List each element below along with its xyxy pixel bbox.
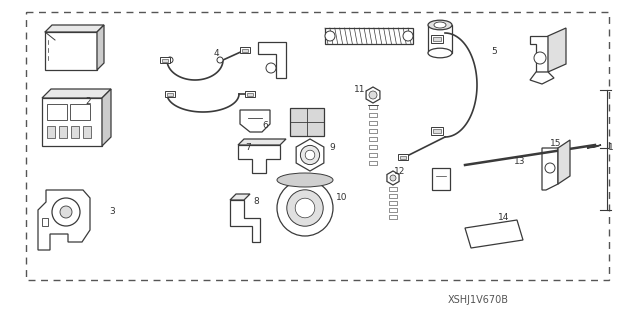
Circle shape [52, 198, 80, 226]
Circle shape [287, 190, 323, 226]
Circle shape [403, 31, 413, 41]
Text: 3: 3 [109, 207, 115, 217]
Bar [433, 37, 441, 41]
Bar [428, 25, 452, 53]
Bar [389, 194, 397, 197]
Polygon shape [97, 25, 104, 70]
Polygon shape [258, 42, 286, 78]
Bar [71, 126, 79, 138]
Circle shape [277, 180, 333, 236]
Bar [389, 208, 397, 211]
Ellipse shape [277, 173, 333, 187]
Polygon shape [530, 72, 554, 84]
Polygon shape [45, 25, 104, 32]
Circle shape [300, 145, 319, 165]
Circle shape [534, 52, 546, 64]
Polygon shape [387, 171, 399, 185]
Bar [325, 28, 413, 44]
Polygon shape [542, 148, 558, 190]
Bar [432, 168, 450, 190]
Bar [398, 154, 408, 160]
Bar [369, 121, 377, 125]
Polygon shape [230, 200, 260, 242]
Bar [431, 35, 443, 43]
Bar [83, 126, 91, 138]
Circle shape [305, 150, 315, 160]
Text: 7: 7 [245, 144, 251, 152]
Bar [431, 127, 443, 135]
Polygon shape [465, 220, 523, 248]
Polygon shape [530, 36, 548, 72]
Text: 2: 2 [85, 98, 91, 107]
Circle shape [369, 91, 377, 99]
Bar [247, 93, 253, 96]
Circle shape [217, 57, 223, 63]
Polygon shape [240, 110, 270, 132]
Bar [369, 161, 377, 165]
Polygon shape [102, 89, 111, 146]
Circle shape [545, 163, 555, 173]
Ellipse shape [428, 48, 452, 58]
Bar [369, 137, 377, 141]
Text: 5: 5 [491, 48, 497, 56]
Bar [400, 156, 406, 159]
Circle shape [266, 63, 276, 73]
Circle shape [295, 198, 315, 218]
Text: 14: 14 [499, 213, 509, 222]
Polygon shape [548, 28, 566, 72]
Bar [162, 59, 168, 62]
Bar [167, 93, 173, 96]
Bar [433, 129, 441, 133]
Bar [70, 104, 90, 120]
Bar [45, 32, 97, 70]
Bar [240, 47, 250, 53]
Circle shape [60, 206, 72, 218]
Bar [165, 91, 175, 97]
Text: 12: 12 [394, 167, 406, 176]
Text: 11: 11 [355, 85, 365, 94]
Bar [369, 153, 377, 157]
Bar [42, 98, 102, 146]
Text: 1: 1 [608, 144, 614, 152]
Bar [160, 57, 170, 63]
Ellipse shape [428, 20, 452, 30]
Polygon shape [238, 145, 280, 173]
Text: 10: 10 [336, 194, 348, 203]
Text: XSHJ1V670B: XSHJ1V670B [447, 295, 509, 305]
Bar [389, 215, 397, 219]
Bar [47, 126, 55, 138]
Polygon shape [42, 89, 111, 98]
Ellipse shape [434, 22, 446, 28]
Polygon shape [238, 139, 286, 145]
Bar [290, 108, 324, 136]
Text: 13: 13 [515, 158, 525, 167]
Circle shape [167, 57, 173, 63]
Polygon shape [366, 87, 380, 103]
Bar [47, 104, 67, 120]
Bar [369, 113, 377, 117]
Bar [369, 129, 377, 133]
Bar [369, 145, 377, 149]
Circle shape [325, 31, 335, 41]
Polygon shape [230, 194, 250, 200]
Bar [245, 91, 255, 97]
Text: 6: 6 [262, 122, 268, 130]
Text: 8: 8 [253, 197, 259, 206]
Text: 9: 9 [329, 144, 335, 152]
Circle shape [390, 175, 396, 181]
Bar [242, 49, 248, 52]
Polygon shape [587, 145, 601, 148]
Polygon shape [296, 139, 324, 171]
Polygon shape [38, 190, 90, 250]
Bar [389, 187, 397, 190]
Bar [42, 218, 48, 226]
Text: 4: 4 [213, 49, 219, 58]
Text: 15: 15 [550, 139, 562, 149]
Bar [389, 201, 397, 204]
Polygon shape [558, 140, 570, 184]
Bar [369, 105, 377, 109]
Bar [59, 126, 67, 138]
Bar [26, 12, 609, 280]
